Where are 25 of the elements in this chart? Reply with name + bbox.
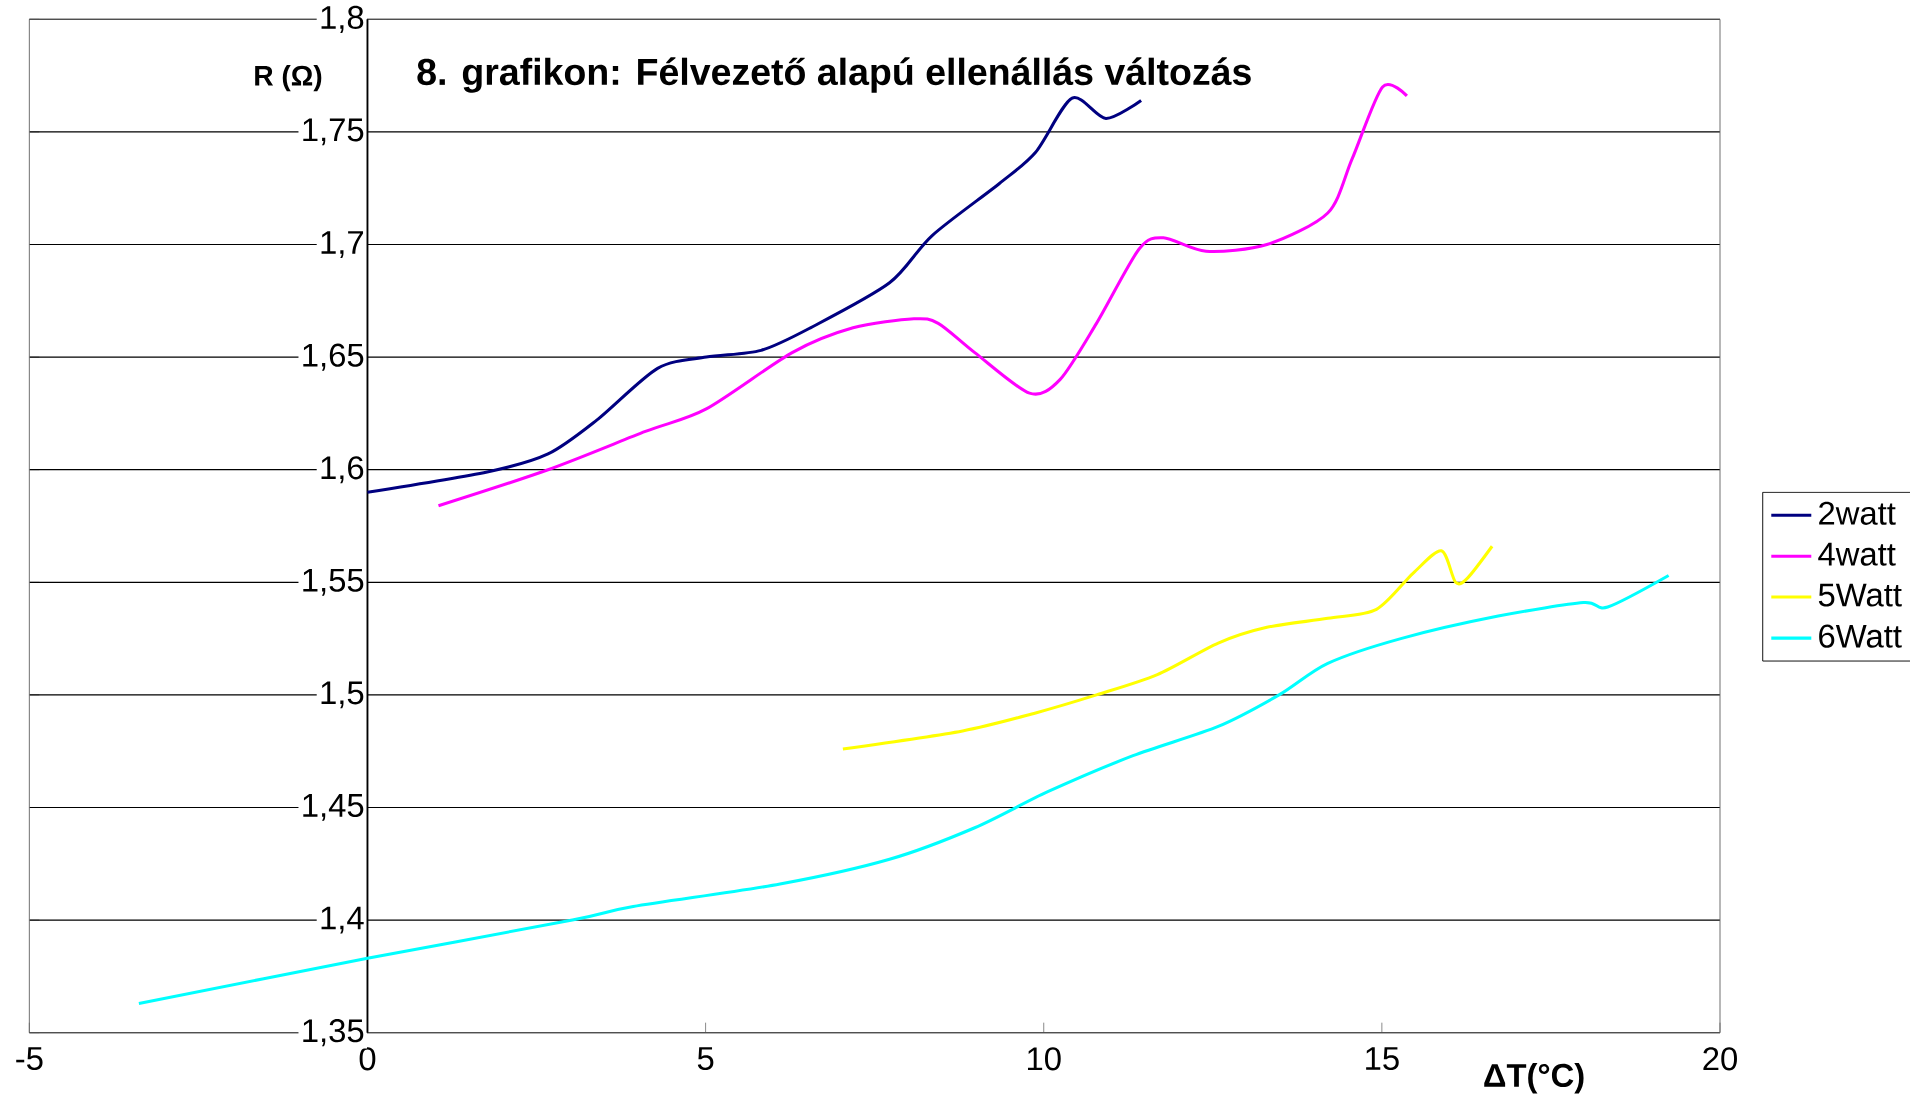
y-tick-label: 1,8 [321,5,364,33]
x-tick-label: 15 [1366,1047,1399,1071]
legend-label: 4watt [1818,542,1896,566]
x-tick-label: 10 [1027,1047,1061,1071]
y-tick-label: 1,7 [321,231,364,258]
x-axis-title: ΔT(°C) [1484,1062,1584,1094]
line-series [841,544,1494,751]
y-tick-label: 1,45 [303,794,364,821]
x-tick-label: 20 [1703,1047,1737,1071]
y-tick-label: 1,35 [303,1019,364,1047]
legend-label: 2watt [1819,501,1896,525]
y-tick-label: 1,55 [303,568,364,596]
line-series [365,96,1143,494]
y-axis-title: R (Ω) [255,65,322,92]
y-tick-label: 1,65 [303,343,364,371]
legend-label: 6Watt [1819,624,1902,648]
y-tick-label: 1,6 [321,456,364,484]
y-tick-label: 1,75 [303,118,364,146]
y-tick-label: 1,5 [321,681,364,709]
y-tick-label: 1,4 [321,906,364,934]
legend-label: 5Watt [1818,583,1902,607]
text: 8. grafikon: Félvezető alapú ellenállás változás [417,57,1251,93]
x-tick-label: 0 [359,1047,376,1071]
x-tick-label: -5 [16,1047,43,1071]
x-tick-label: 5 [697,1047,714,1071]
